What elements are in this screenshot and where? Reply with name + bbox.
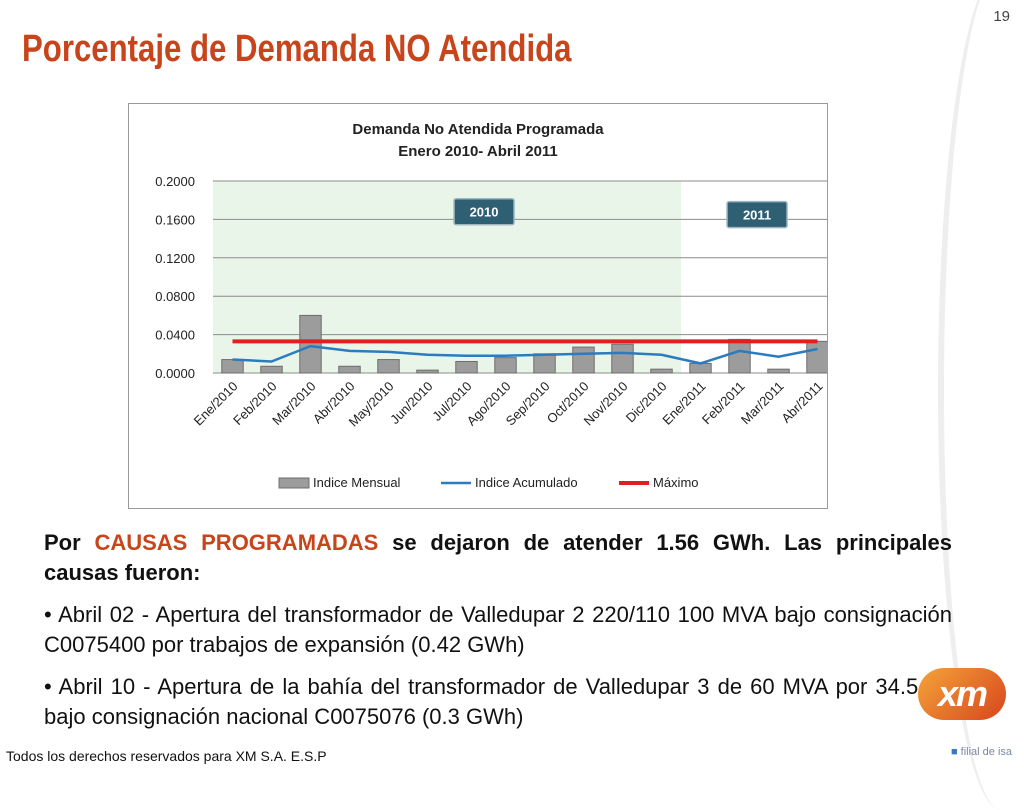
legend-label: Máximo <box>653 475 699 490</box>
company-logo: xm ■ filial de isa <box>906 668 1016 758</box>
bar-indice-mensual <box>611 343 634 374</box>
y-tick-label: 0.0800 <box>155 289 195 304</box>
y-tick-label: 0.1600 <box>155 212 195 227</box>
lead-paragraph: Por CAUSAS PROGRAMADAS se dejaron de ate… <box>44 528 952 588</box>
body-text: Por CAUSAS PROGRAMADAS se dejaron de ate… <box>44 528 952 744</box>
year-badge <box>453 197 515 226</box>
y-tick-label: 0.2000 <box>155 174 195 189</box>
bar-indice-mensual <box>299 314 322 374</box>
bar-indice-mensual <box>689 362 712 374</box>
footer-copyright: Todos los derechos reservados para XM S.… <box>6 748 327 764</box>
x-tick-label: Jun/2010 <box>387 379 435 427</box>
slide-title: Porcentaje de Demanda NO Atendida <box>22 28 572 70</box>
lead-prefix: Por <box>44 530 95 555</box>
y-tick-label: 0.0400 <box>155 328 195 343</box>
isa-logo-icon: ■ <box>950 746 958 758</box>
bar-indice-mensual <box>455 360 478 374</box>
bullet-item: • Abril 02 - Apertura del transformador … <box>44 602 952 657</box>
year-badge-label: 2011 <box>743 208 771 223</box>
chart-title: Demanda No Atendida Programada <box>352 121 604 138</box>
year-badge-label: 2010 <box>470 205 499 220</box>
logo-tagline: ■ filial de isa <box>951 746 1012 758</box>
bar-indice-mensual <box>377 359 400 374</box>
demand-chart: Demanda No Atendida Programada Enero 2010… <box>155 121 827 490</box>
chart-frame: Demanda No Atendida Programada Enero 2010… <box>128 103 828 509</box>
bar-indice-mensual <box>533 353 556 374</box>
chart-subtitle: Enero 2010- Abril 2011 <box>398 143 558 160</box>
lead-suffix: se dejaron de atender 1.56 GWh. Las prin… <box>44 530 952 585</box>
bullet-item: • Abril 10 - Apertura de la bahía del tr… <box>44 674 952 729</box>
y-tick-label: 0.0000 <box>155 366 195 381</box>
page-number: 19 <box>993 8 1010 25</box>
legend-label: Indice Mensual <box>313 475 401 490</box>
bar-indice-mensual <box>572 346 595 374</box>
line-indice-acumulado <box>232 344 818 365</box>
bar-indice-mensual <box>338 365 361 374</box>
legend-swatch <box>278 477 310 489</box>
bar-indice-mensual <box>728 338 751 374</box>
year-badge <box>726 200 788 229</box>
bar-indice-mensual <box>767 368 790 374</box>
bar-indice-mensual <box>806 340 827 374</box>
bar-indice-mensual <box>221 359 244 374</box>
bar-indice-mensual <box>650 368 673 374</box>
bar-indice-mensual <box>416 369 439 374</box>
x-tick-label: Mar/2011 <box>738 379 787 428</box>
y-tick-label: 0.1200 <box>155 251 195 266</box>
bar-indice-mensual <box>260 365 283 374</box>
lead-highlight: CAUSAS PROGRAMADAS <box>94 530 379 555</box>
x-tick-label: Abr/2011 <box>778 379 825 426</box>
period-band-2010 <box>213 181 681 373</box>
xm-logo-mark: xm <box>918 668 1006 720</box>
legend-label: Indice Acumulado <box>475 475 578 490</box>
logo-tagline-text: filial de isa <box>960 746 1012 758</box>
bar-indice-mensual <box>494 357 517 374</box>
x-tick-label: Mar/2010 <box>269 379 318 428</box>
